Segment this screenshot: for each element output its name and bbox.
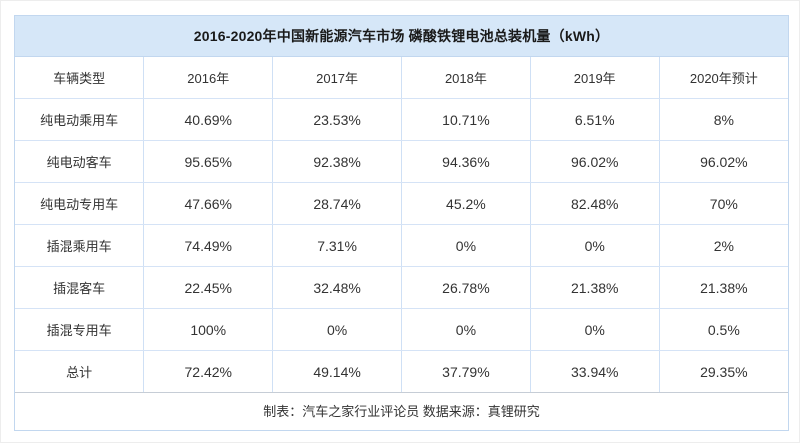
table-cell: 37.79% — [401, 350, 531, 392]
table-row-total: 总计 72.42% 49.14% 37.79% 33.94% 29.35% — [15, 350, 788, 392]
table-row-bev-bus: 纯电动客车 95.65% 92.38% 94.36% 96.02% 96.02% — [15, 140, 788, 183]
table-cell: 95.65% — [143, 140, 274, 183]
column-header-2018: 2018年 — [401, 57, 531, 99]
table-cell: 96.02% — [659, 140, 788, 183]
table-cell: 0% — [530, 308, 660, 351]
table-row-bev-special: 纯电动专用车 47.66% 28.74% 45.2% 82.48% 70% — [15, 182, 788, 225]
row-label: 插混乘用车 — [15, 224, 145, 267]
table-cell: 2% — [659, 224, 788, 267]
table-cell: 94.36% — [401, 140, 531, 183]
header-row: 车辆类型 2016年 2017年 2018年 2019年 2020年预计 — [15, 57, 788, 99]
table-row-phev-passenger: 插混乘用车 74.49% 7.31% 0% 0% 2% — [15, 224, 788, 267]
table-cell: 96.02% — [530, 140, 660, 183]
table-row-phev-special: 插混专用车 100% 0% 0% 0% 0.5% — [15, 308, 788, 351]
row-label: 插混客车 — [15, 266, 145, 309]
table-source-note: 制表：汽车之家行业评论员 数据来源：真锂研究 — [15, 392, 788, 430]
table-cell: 0% — [272, 308, 402, 351]
table-cell: 23.53% — [272, 98, 402, 141]
table-cell: 29.35% — [700, 363, 748, 380]
table-cell: 0% — [401, 308, 531, 351]
table-cell: 72.42% — [143, 350, 274, 392]
row-label: 总计 — [15, 350, 145, 392]
table-title: 2016-2020年中国新能源汽车市场 磷酸铁锂电池总装机量（kWh） — [15, 16, 788, 57]
table-cell: 22.45% — [143, 266, 274, 309]
table-cell: 6.51% — [530, 98, 660, 141]
table-cell: 70% — [659, 182, 788, 225]
column-header-vehicle-type: 车辆类型 — [15, 57, 145, 99]
column-header-2016: 2016年 — [143, 57, 274, 99]
table-cell: 92.38% — [272, 140, 402, 183]
table-cell: 21.38% — [530, 266, 660, 309]
table-cell: 49.14% — [272, 350, 402, 392]
table-cell: 0.5% — [659, 308, 788, 351]
table-cell: 0% — [401, 224, 531, 267]
row-label: 纯电动乘用车 — [15, 98, 145, 141]
table-cell: 33.94% — [530, 350, 660, 392]
table-row-bev-passenger: 纯电动乘用车 40.69% 23.53% 10.71% 6.51% 8% — [15, 98, 788, 141]
battery-share-table-panel: 2016-2020年中国新能源汽车市场 磷酸铁锂电池总装机量（kWh） 车辆类型… — [14, 15, 789, 431]
table-cell: 45.2% — [401, 182, 531, 225]
column-header-2017: 2017年 — [272, 57, 402, 99]
column-header-2020-forecast: 2020年预计 — [659, 57, 788, 99]
table-cell: 21.38% — [659, 266, 788, 309]
table-cell: 8% — [659, 98, 788, 141]
table-cell: 28.74% — [272, 182, 402, 225]
table-cell: 26.78% — [401, 266, 531, 309]
table-cell: 32.48% — [272, 266, 402, 309]
row-label: 插混专用车 — [15, 308, 145, 351]
table-cell: 47.66% — [143, 182, 274, 225]
table-cell: 82.48% — [530, 182, 660, 225]
table-cell: 7.31% — [272, 224, 402, 267]
table-cell: 40.69% — [143, 98, 274, 141]
table-cell: 0% — [530, 224, 660, 267]
table-cell: 10.71% — [401, 98, 531, 141]
row-label: 纯电动专用车 — [15, 182, 145, 225]
column-header-2019: 2019年 — [530, 57, 660, 99]
row-label: 纯电动客车 — [15, 140, 145, 183]
table-cell: 74.49% — [143, 224, 274, 267]
table-cell: 100% — [143, 308, 274, 351]
table-row-phev-bus: 插混客车 22.45% 32.48% 26.78% 21.38% 21.38% — [15, 266, 788, 309]
battery-share-table: 车辆类型 2016年 2017年 2018年 2019年 2020年预计 纯电动… — [15, 57, 788, 392]
